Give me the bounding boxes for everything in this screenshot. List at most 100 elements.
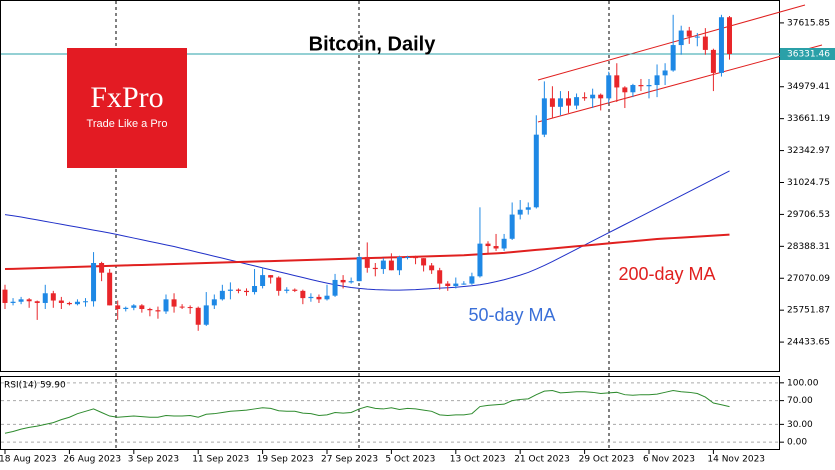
candle-body [477, 243, 483, 277]
candle-body [83, 301, 88, 303]
candle-body [590, 94, 596, 99]
candle-body [678, 30, 684, 46]
logo-box [67, 48, 187, 168]
candle-body [388, 260, 394, 271]
candle-body [710, 49, 716, 73]
y-tick-label: 30.00 [787, 420, 813, 430]
candle-body [268, 275, 274, 278]
candle-body [42, 293, 48, 303]
candle-body [340, 279, 346, 283]
candle-body [574, 97, 580, 106]
candle-body [316, 296, 322, 300]
candle-body [445, 283, 451, 287]
candle-body [541, 98, 547, 135]
y-tick-label: 29706.53 [787, 210, 830, 220]
y-tick-label: 70.00 [787, 396, 813, 406]
candle-body [429, 265, 435, 271]
candle-body [348, 281, 354, 283]
y-tick-label: 33661.19 [787, 114, 830, 124]
trend-channel [537, 4, 823, 123]
y-tick-label: 24433.65 [787, 338, 830, 348]
last-price-box [780, 47, 835, 60]
candle-body [501, 238, 507, 249]
candle-body [324, 295, 330, 300]
candle-body [260, 275, 266, 287]
rsi-title: RSI(14) 59.90 [4, 381, 66, 391]
channel-lower [537, 44, 823, 123]
candle-body [356, 256, 362, 282]
candle-body [276, 277, 282, 291]
candle-body [308, 296, 314, 299]
candle-body [582, 97, 588, 99]
candle-body [131, 305, 137, 308]
y-tick-label: 31024.75 [787, 178, 830, 188]
rsi-line [4, 390, 730, 434]
candle-body [219, 290, 225, 300]
candle-body [2, 289, 8, 303]
candle-body [694, 36, 700, 38]
candle-body [493, 246, 499, 249]
candle-body [332, 279, 338, 296]
candle-body [598, 94, 604, 99]
candle-body [509, 214, 515, 239]
candle-body [235, 289, 241, 291]
candle-body [380, 260, 386, 270]
candle-body [469, 276, 475, 284]
candle-body [18, 299, 24, 302]
candle-body [34, 301, 40, 303]
y-tick-label: 32342.97 [787, 146, 830, 156]
x-tick-label: 13 Oct 2023 [450, 455, 506, 465]
candle-body [74, 301, 80, 305]
logo-brand: FxPro [90, 81, 163, 114]
candle-body [227, 289, 233, 291]
y-tick-label: 27070.09 [787, 274, 830, 284]
candle-body [453, 283, 459, 287]
candle-body [702, 36, 708, 50]
candle-body [517, 209, 523, 215]
plot: 24433.65 25751.87 27070.09 28388.31 29706.53… [0, 14, 835, 465]
candle-body [292, 289, 298, 291]
candle-body [203, 305, 209, 325]
logo-tagline: Trade Like a Pro [87, 118, 168, 130]
candle-body [99, 263, 105, 273]
candle-body [66, 302, 72, 305]
candle-body [630, 85, 636, 93]
candle-body [91, 263, 97, 302]
candle-body [284, 289, 290, 291]
candle-body [421, 258, 427, 266]
candle-body [123, 307, 129, 310]
candle-body [461, 283, 467, 285]
candle-body [662, 70, 668, 76]
y-tick-label: 100.00 [787, 378, 819, 388]
candle-body [566, 98, 571, 106]
x-tick-label: 21 Oct 2023 [514, 455, 570, 465]
candle-body [50, 293, 56, 301]
candle-body [58, 300, 64, 303]
candle-body [718, 17, 724, 73]
y-tick-label: 25751.87 [787, 306, 830, 316]
candle-body [139, 305, 145, 310]
candle-body [211, 299, 217, 306]
x-tick-label: 29 Oct 2023 [579, 455, 635, 465]
candle-body [646, 85, 652, 87]
x-tick-label: 5 Oct 2023 [385, 455, 435, 465]
main-panel [0, 0, 780, 372]
candle-body [533, 134, 539, 208]
candle-body [372, 267, 378, 270]
candle-body [147, 309, 153, 311]
y-tick-label: 0.00 [787, 438, 807, 448]
candle-body [179, 306, 185, 308]
candle-body [155, 310, 161, 312]
candle-body [405, 256, 410, 258]
candle-body [244, 290, 249, 293]
y-tick-label: 28388.31 [787, 242, 830, 252]
x-tick-label: 14 Nov 2023 [707, 455, 765, 465]
candle-body [26, 299, 32, 302]
candle-body [437, 270, 443, 284]
candle-body [300, 290, 306, 299]
candle-body [670, 45, 676, 71]
candle-body [525, 207, 531, 210]
candle-body [115, 305, 121, 310]
x-tick-label: 11 Sep 2023 [192, 455, 249, 465]
rsi-panel [0, 376, 780, 450]
